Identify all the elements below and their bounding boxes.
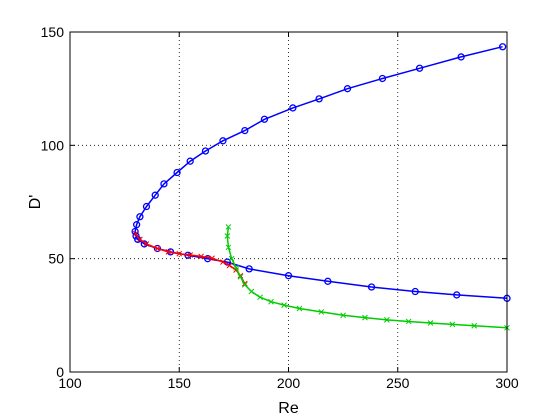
data-point [362, 314, 368, 321]
data-point [137, 236, 143, 243]
data-point [281, 302, 287, 308]
data-point [245, 265, 253, 273]
data-point [289, 104, 297, 112]
ticks-layer: 100 150 200 250 300 0 50 100 150 [41, 24, 519, 391]
data-point [241, 281, 248, 288]
data-point [224, 233, 231, 239]
data-point [457, 53, 465, 61]
x-tick-label: 200 [277, 375, 301, 391]
data-point [198, 253, 204, 260]
data-point [132, 230, 139, 237]
y-tick-label: 100 [41, 137, 65, 153]
data-point [343, 85, 352, 93]
data-point [296, 305, 303, 312]
y-tick-label: 150 [41, 24, 65, 40]
data-point [233, 264, 239, 271]
data-point [449, 321, 456, 328]
data-point [340, 312, 346, 319]
data-point [383, 317, 390, 323]
data-point [411, 287, 419, 296]
data-point [228, 255, 235, 262]
data-point [318, 309, 325, 315]
series-1-line [134, 45, 508, 300]
x-axis-label: Re [278, 400, 299, 417]
data-point [136, 213, 144, 221]
data-point [268, 298, 274, 305]
data-point [165, 249, 172, 255]
data-point [241, 126, 249, 135]
x-tick-label: 300 [495, 375, 519, 391]
x-tick-label: 250 [386, 375, 410, 391]
data-point [257, 294, 263, 301]
data-point [237, 273, 244, 280]
y-tick-label: 50 [48, 251, 64, 267]
data-point [187, 252, 194, 258]
data-point [186, 157, 194, 165]
data-point [219, 137, 227, 145]
y-tick-label: 0 [56, 364, 64, 380]
data-point [209, 255, 215, 262]
data-point [173, 168, 181, 177]
data-point [225, 244, 232, 251]
data-point [427, 320, 434, 326]
y-axis-label: D' [27, 195, 44, 210]
data-point [142, 202, 151, 211]
data-point [201, 147, 210, 155]
data-point [367, 283, 376, 291]
data-point [151, 191, 159, 199]
data-point [160, 180, 168, 188]
data-point [324, 277, 332, 285]
data-point [225, 224, 232, 230]
data-point [248, 288, 255, 295]
x-tick-label: 150 [168, 375, 192, 391]
data-point [415, 64, 424, 72]
data-point [132, 221, 141, 229]
x-tick-label: 100 [58, 375, 82, 391]
grid-lines [70, 32, 507, 372]
data-point [153, 244, 162, 253]
data-point [471, 322, 478, 329]
data-point [220, 259, 226, 265]
data-point [260, 115, 269, 123]
data-point [154, 245, 161, 252]
data-point [378, 74, 387, 83]
data-point [176, 250, 183, 257]
data-point [498, 43, 507, 51]
data-point [405, 318, 412, 325]
data-point [226, 262, 233, 269]
data-point [453, 291, 461, 299]
data-point [315, 95, 323, 103]
data-point [284, 272, 293, 280]
data-point [143, 241, 150, 247]
